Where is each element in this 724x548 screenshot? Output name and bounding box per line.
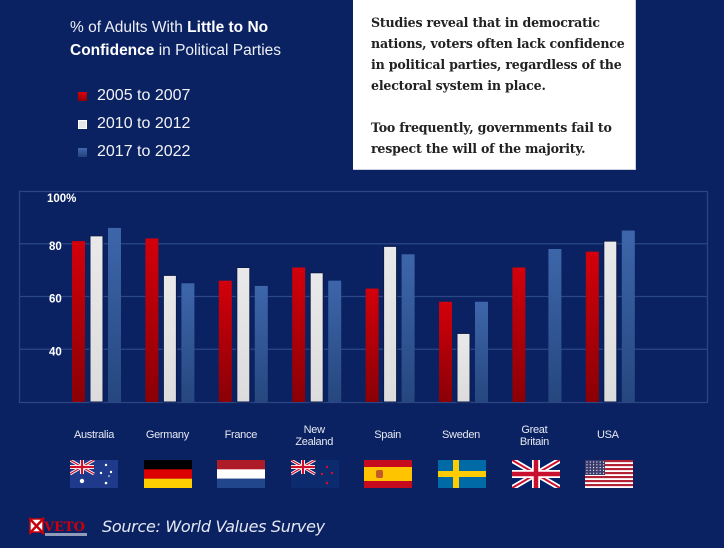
bar-2010-2012-usa <box>603 240 618 403</box>
legend-swatch-blue <box>78 148 87 157</box>
x-tick-label-line: Zealand <box>295 436 334 448</box>
bar-2017-2022-france <box>254 285 268 402</box>
x-tick-label: Great Britain <box>497 424 571 448</box>
note-paragraph-1: Studies reveal that in democratic nation… <box>371 15 625 93</box>
x-tick-label-line: Australia <box>73 429 115 441</box>
info-note-box: Studies reveal that in democratic nation… <box>353 0 636 170</box>
x-tick-label: New Zealand <box>277 424 351 448</box>
title-prefix: % of Adults With <box>70 19 188 36</box>
x-tick-label-line: Spain <box>374 429 401 441</box>
x-tick-label: France <box>204 429 278 441</box>
veto-logo: VETO <box>29 517 87 536</box>
bar-2010-2012-france <box>236 266 251 403</box>
x-tick-label-line: USA <box>596 429 619 441</box>
legend-swatch-white <box>78 120 87 129</box>
bar-2005-2007-new-zealand <box>292 267 306 402</box>
bar-2005-2007-spain <box>365 288 379 402</box>
bar-2017-2022-sweden <box>475 301 488 402</box>
x-tick-label-line: New <box>303 424 325 436</box>
bar-2005-2007-great-britain <box>512 267 526 402</box>
x-tick-label-line: Sweden <box>442 429 480 441</box>
x-tick-label: Germany <box>130 429 204 441</box>
veto-logo-text: VETO <box>43 520 85 535</box>
x-tick-label: USA <box>571 429 645 441</box>
bar-2017-2022-great-britain <box>548 249 562 402</box>
bar-2017-2022-new-zealand <box>328 280 342 402</box>
y-tick-label: 100% <box>47 193 76 205</box>
great-britain-flag <box>511 460 560 488</box>
legend-label: 2017 to 2022 <box>97 143 191 160</box>
bar-2010-2012-germany <box>162 274 177 403</box>
bar-2017-2022-usa <box>621 230 635 402</box>
australia-flag <box>70 460 118 488</box>
bar-2010-2012-new-zealand <box>309 272 324 403</box>
bar-2010-2012-australia <box>89 235 104 403</box>
x-tick-label-line: France <box>224 429 258 441</box>
bar-2017-2022-spain <box>401 254 415 402</box>
france-flag <box>217 460 266 488</box>
new-zealand-flag <box>290 460 339 488</box>
legend-swatch-red <box>78 92 87 101</box>
bar-2010-2012-spain <box>383 245 398 403</box>
spain-flag <box>364 460 413 488</box>
y-tick-label: 60 <box>49 294 62 306</box>
x-tick-label-line: Germany <box>145 429 189 441</box>
x-tick-label: Sweden <box>424 429 498 441</box>
legend-label: 2010 to 2012 <box>97 115 191 132</box>
x-tick-label-line: Britain <box>519 436 549 448</box>
bar-2005-2007-germany <box>145 238 159 402</box>
usa-flag <box>585 460 634 488</box>
source-credit: Source: World Values Survey <box>102 517 325 536</box>
x-tick-label: Spain <box>351 429 425 441</box>
germany-flag <box>143 460 192 488</box>
bar-2005-2007-france <box>218 280 232 402</box>
bar-2005-2007-australia <box>72 241 85 402</box>
bar-2017-2022-australia <box>108 227 121 402</box>
x-tick-label: Australia <box>57 429 131 441</box>
sweden-flag <box>438 460 486 488</box>
x-tick-label-line: Great <box>521 424 548 436</box>
bar-2017-2022-germany <box>181 283 195 402</box>
plot-frame <box>18 190 709 404</box>
y-tick-label: 40 <box>49 346 62 358</box>
title-emphasis-2: Confidence <box>70 42 155 59</box>
title-suffix: in Political Parties <box>154 42 282 59</box>
note-paragraph-2: Too frequently, governments fail to resp… <box>371 120 612 156</box>
title-emphasis-1: Little to No <box>187 19 269 36</box>
bar-2005-2007-sweden <box>439 301 452 402</box>
bar-2010-2012-sweden <box>456 332 471 403</box>
chart-title: % of Adults With Little to No Confidence… <box>70 16 330 62</box>
legend-label: 2005 to 2007 <box>97 87 191 104</box>
y-tick-label: 80 <box>49 241 62 253</box>
bar-2005-2007-usa <box>585 251 599 402</box>
